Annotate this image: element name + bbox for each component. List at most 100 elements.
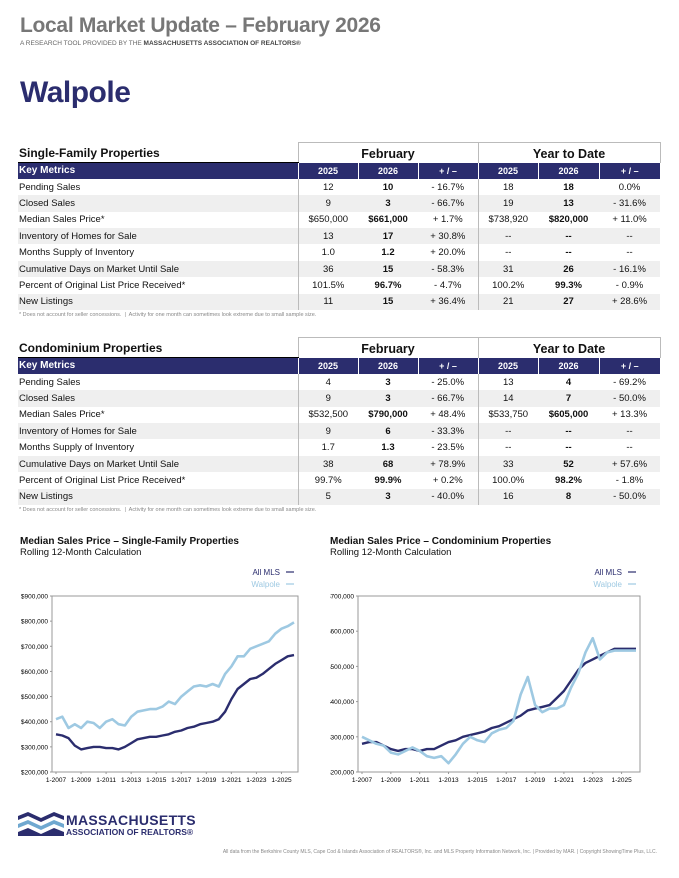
cell: Closed Sales	[18, 195, 298, 212]
cell: --	[626, 442, 633, 454]
cell: 11	[297, 293, 358, 311]
cell: $738,920	[477, 211, 539, 229]
cell: --	[477, 423, 539, 440]
cell: $533,750	[477, 406, 539, 424]
metric-row: Median Sales Price* $532,500 $790,000 + 48.…	[18, 406, 660, 424]
cell: 99.9%	[374, 474, 402, 486]
cell: 15	[358, 260, 418, 278]
title-row: Condominium Properties February Year to Da…	[18, 337, 661, 358]
cell: 9	[297, 195, 358, 212]
cell: New Listings	[18, 488, 298, 506]
x-tick-label: 1-2011	[410, 777, 430, 784]
cell: 99.7%	[297, 472, 358, 489]
report-title: Local Market Update – February 2026	[20, 14, 381, 37]
cell: Percent of Original List Price Received*	[19, 474, 186, 486]
cell: 3	[358, 390, 418, 407]
x-tick-label: 1-2009	[381, 777, 402, 784]
cell: Closed Sales	[18, 390, 298, 407]
metric-row: Inventory of Homes for Sale 9 6- 33.3% -- --…	[18, 423, 661, 440]
x-tick-label: 1-2019	[525, 777, 546, 784]
x-tick-label: 1-2021	[554, 777, 575, 784]
x-tick-label: 1-2007	[352, 777, 373, 784]
y-tick-label: $200,000	[330, 770, 354, 777]
cell: $605,000	[548, 409, 589, 421]
cell: 68	[358, 455, 418, 473]
cell: --	[599, 423, 661, 440]
cell: --	[626, 247, 633, 259]
cell: 13	[477, 373, 539, 391]
column-header: + / –	[417, 357, 479, 374]
cell: 0.0%	[618, 181, 641, 193]
y-tick-label: $500,000	[330, 664, 354, 671]
cell: 9	[297, 390, 358, 407]
metric-row: Pending Sales 4 3 - 25.0% 13 4 - 69.2%	[18, 373, 660, 391]
cell: 101.5%	[297, 277, 358, 294]
column-header-row: Key Metrics 2025 2026 + / –2025 2026 + / –	[18, 162, 661, 179]
cell: 18	[477, 178, 539, 196]
cell: + 48.4%	[430, 409, 466, 421]
cell: 99.3%	[555, 279, 582, 291]
chart: $200,000 $300,000 $400,000 $500,000 $600,000…	[330, 568, 641, 784]
x-tick-label: 1-2015	[146, 777, 167, 784]
legend-label: Walpole	[251, 580, 280, 589]
cell: - 66.7%	[418, 195, 479, 212]
chart-title: Median Sales Price – Single-Family Prope…	[20, 536, 239, 547]
group-header: February	[297, 142, 479, 163]
cell: 4	[565, 376, 572, 388]
cell: --	[565, 247, 572, 259]
column-header: + / –	[598, 357, 661, 374]
cell: Inventory of Homes for Sale	[18, 228, 298, 245]
y-tick-label: $500,000	[21, 694, 48, 701]
cell: + 36.4%	[418, 293, 479, 311]
table-note: * Does not account for seller concession…	[19, 312, 317, 319]
footer-note: All data from the Berkshire County MLS, …	[222, 849, 657, 855]
cell: - 69.2%	[613, 376, 646, 388]
table-title: Single-Family Properties	[18, 142, 298, 163]
cell: 96.7%	[374, 279, 402, 291]
cell: - 16.1%	[599, 260, 661, 278]
column-header: 2026	[357, 357, 418, 374]
table-block: Condominium Properties February Year to Da…	[18, 337, 661, 513]
cell: --	[565, 442, 572, 454]
cell: + 28.6%	[599, 293, 661, 311]
column-header: 2025	[297, 357, 358, 374]
cell: 15	[358, 293, 418, 311]
cell: 1.7	[297, 439, 358, 456]
cell: - 66.7%	[418, 390, 479, 407]
cell: - 23.5%	[431, 442, 465, 454]
chart-title: Median Sales Price – Condominium Propert…	[330, 536, 552, 547]
metric-row: Closed Sales 9 3- 66.7% 19 13- 31.6%	[18, 195, 661, 212]
cell: Pending Sales	[19, 181, 81, 193]
y-tick-label: $300,000	[330, 734, 354, 741]
cell: - 4.7%	[434, 279, 462, 291]
metric-row: New Listings 11 15 + 36.4% 21 27 + 28.6%	[18, 293, 661, 311]
cell: --	[538, 423, 600, 440]
cell: 27	[538, 293, 600, 311]
cell: - 50.0%	[599, 390, 661, 407]
column-header: + / –	[417, 162, 479, 179]
cell: $661,000	[368, 214, 408, 226]
metrics-table: Single-Family Properties February Year to …	[18, 142, 661, 311]
metric-row: Inventory of Homes for Sale 13 17 + 30.8% --…	[18, 228, 661, 245]
metric-row: Closed Sales 9 3- 66.7% 14 7- 50.0%	[18, 390, 661, 407]
cell: 10	[382, 181, 394, 193]
cell: 1.0	[297, 244, 358, 261]
group-header: Year to Date	[477, 142, 661, 163]
cell: 31	[477, 260, 539, 278]
x-tick-label: 1-2015	[467, 777, 488, 784]
cell: 13	[297, 228, 358, 245]
y-tick-label: $600,000	[21, 669, 48, 676]
subtitle-lead: A RESEARCH TOOL PROVIDED BY THE	[20, 40, 142, 47]
chart-heading: Median Sales Price – Single-Family Prope…	[20, 536, 239, 558]
x-tick-label: 1-2007	[46, 777, 67, 784]
cell: + 0.2%	[432, 474, 463, 486]
cell: + 78.9%	[418, 455, 479, 473]
cell: 52	[538, 455, 600, 473]
x-tick-label: 1-2021	[221, 777, 242, 784]
cell: 21	[477, 293, 539, 311]
cell: $790,000	[368, 409, 408, 421]
metric-row: Cumulative Days on Market Until Sale 38 68…	[18, 455, 661, 473]
logo-subtitle: ASSOCIATION OF REALTORS®	[66, 827, 194, 837]
cell: + 20.0%	[430, 247, 466, 259]
